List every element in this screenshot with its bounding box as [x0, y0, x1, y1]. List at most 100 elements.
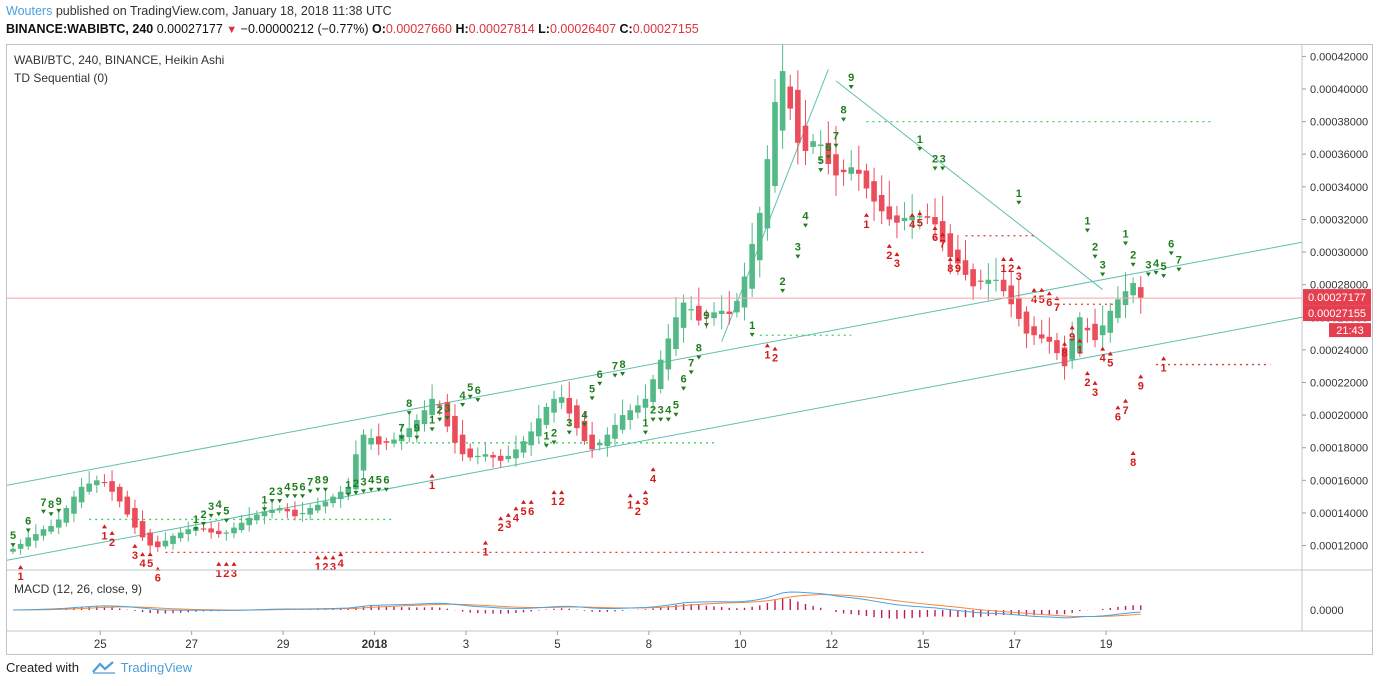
- candle-body: [581, 420, 588, 442]
- td-count-label: 5: [376, 475, 382, 487]
- td-arrow-icon: [399, 435, 405, 440]
- td-count-label: 2: [635, 506, 641, 518]
- candle-body: [71, 496, 77, 514]
- td-arrow-icon: [1016, 200, 1022, 205]
- candle-body: [612, 424, 618, 439]
- x-tick-label: 3: [463, 639, 469, 651]
- candle-body: [756, 212, 763, 261]
- td-count-label: 1: [429, 480, 435, 492]
- td-arrow-icon: [749, 332, 755, 337]
- td-arrow-icon: [292, 494, 298, 499]
- td-arrow-icon: [353, 491, 359, 495]
- td-arrow-icon: [848, 85, 854, 90]
- candle-body: [1077, 317, 1083, 353]
- td-arrow-icon: [909, 212, 915, 217]
- y-tick-label: 0.00016000: [1310, 475, 1368, 487]
- td-arrow-icon: [1130, 450, 1136, 455]
- high-value: 0.00027814: [468, 22, 535, 36]
- candle-body: [383, 441, 390, 443]
- macd-signal-line: [12, 594, 1141, 617]
- td-arrow-icon: [223, 561, 229, 566]
- td-count-label: 1: [193, 514, 199, 526]
- candle-body: [269, 509, 275, 513]
- td-count-label: 1: [345, 480, 351, 492]
- candle-body: [1054, 340, 1060, 354]
- candle-body: [543, 406, 550, 425]
- created-with-label: Created with: [6, 660, 79, 675]
- candle-body: [627, 410, 634, 420]
- td-count-label: 5: [10, 530, 16, 542]
- low-value: 0.00026407: [549, 22, 617, 36]
- td-arrow-icon: [40, 509, 46, 514]
- td-count-label: 2: [1084, 377, 1090, 389]
- candle-body: [802, 125, 809, 151]
- price-tag-label: 0.00027177: [1308, 292, 1366, 304]
- author-link[interactable]: Wouters: [6, 4, 53, 18]
- td-arrow-icon: [330, 555, 336, 560]
- td-count-label: 6: [1115, 411, 1121, 423]
- candle-body: [962, 260, 969, 275]
- candle-body: [1000, 279, 1007, 292]
- candle-body: [772, 102, 778, 187]
- candle-body: [528, 431, 534, 446]
- footer: Created with TradingView: [6, 660, 192, 675]
- td-arrow-icon: [551, 440, 557, 445]
- candle-body: [673, 317, 679, 350]
- td-count-label: 4: [284, 481, 291, 493]
- td-count-label: 8: [620, 359, 626, 371]
- td-count-label: 1: [315, 561, 321, 573]
- candle-body: [1137, 287, 1144, 298]
- td-count-label: 5: [467, 382, 473, 394]
- td-count-label: 3: [505, 519, 511, 531]
- td-arrow-icon: [703, 323, 709, 328]
- candle-body: [840, 169, 847, 173]
- td-arrow-icon: [1016, 265, 1022, 270]
- high-label: H:: [455, 22, 469, 36]
- td-count-label: 1: [917, 134, 923, 146]
- tradingview-link[interactable]: TradingView: [120, 660, 193, 675]
- td-arrow-icon: [322, 487, 328, 492]
- candle-body: [109, 481, 115, 492]
- candle-body: [1008, 285, 1015, 305]
- td-count-label: 5: [673, 400, 679, 412]
- td-count-label: 4: [650, 473, 657, 485]
- trendline-decline: [835, 80, 1103, 290]
- candle-body: [345, 486, 352, 495]
- candle-body: [856, 169, 862, 174]
- td-arrow-icon: [582, 422, 587, 427]
- td-arrow-icon: [688, 370, 694, 375]
- td-count-label: 3: [642, 496, 648, 508]
- candle-body: [779, 71, 786, 131]
- candle-body: [619, 415, 626, 430]
- y-tick-label: 0.00030000: [1310, 247, 1368, 259]
- candle-body: [261, 511, 268, 517]
- candle-body: [360, 434, 367, 471]
- x-tick-label: 2018: [362, 639, 388, 651]
- td-arrow-icon: [1077, 338, 1083, 343]
- td-arrow-icon: [1145, 272, 1151, 277]
- td-arrow-icon: [650, 467, 656, 472]
- candle-body: [139, 521, 146, 538]
- td-arrow-icon: [772, 346, 778, 351]
- td-count-label: 1: [1161, 362, 1167, 374]
- td-count-label: 3: [1016, 271, 1022, 283]
- td-count-label: 4: [460, 390, 467, 402]
- td-arrow-icon: [475, 398, 481, 403]
- td-count-label: 3: [894, 258, 900, 270]
- price-tag: [1303, 289, 1371, 306]
- td-count-label: 8: [1130, 457, 1136, 469]
- td-count-label: 2: [650, 405, 656, 417]
- td-arrow-icon: [1161, 356, 1167, 361]
- td-count-label: 1: [1016, 188, 1022, 200]
- down-arrow-icon: ▼: [226, 24, 238, 36]
- close-label: C:: [619, 22, 633, 36]
- td-arrow-icon: [818, 168, 824, 173]
- td-arrow-icon: [307, 489, 313, 494]
- td-arrow-icon: [597, 381, 603, 386]
- candle-body: [414, 420, 420, 432]
- candle-body: [977, 280, 984, 282]
- candle-body: [741, 276, 748, 308]
- td-arrow-icon: [1084, 371, 1090, 376]
